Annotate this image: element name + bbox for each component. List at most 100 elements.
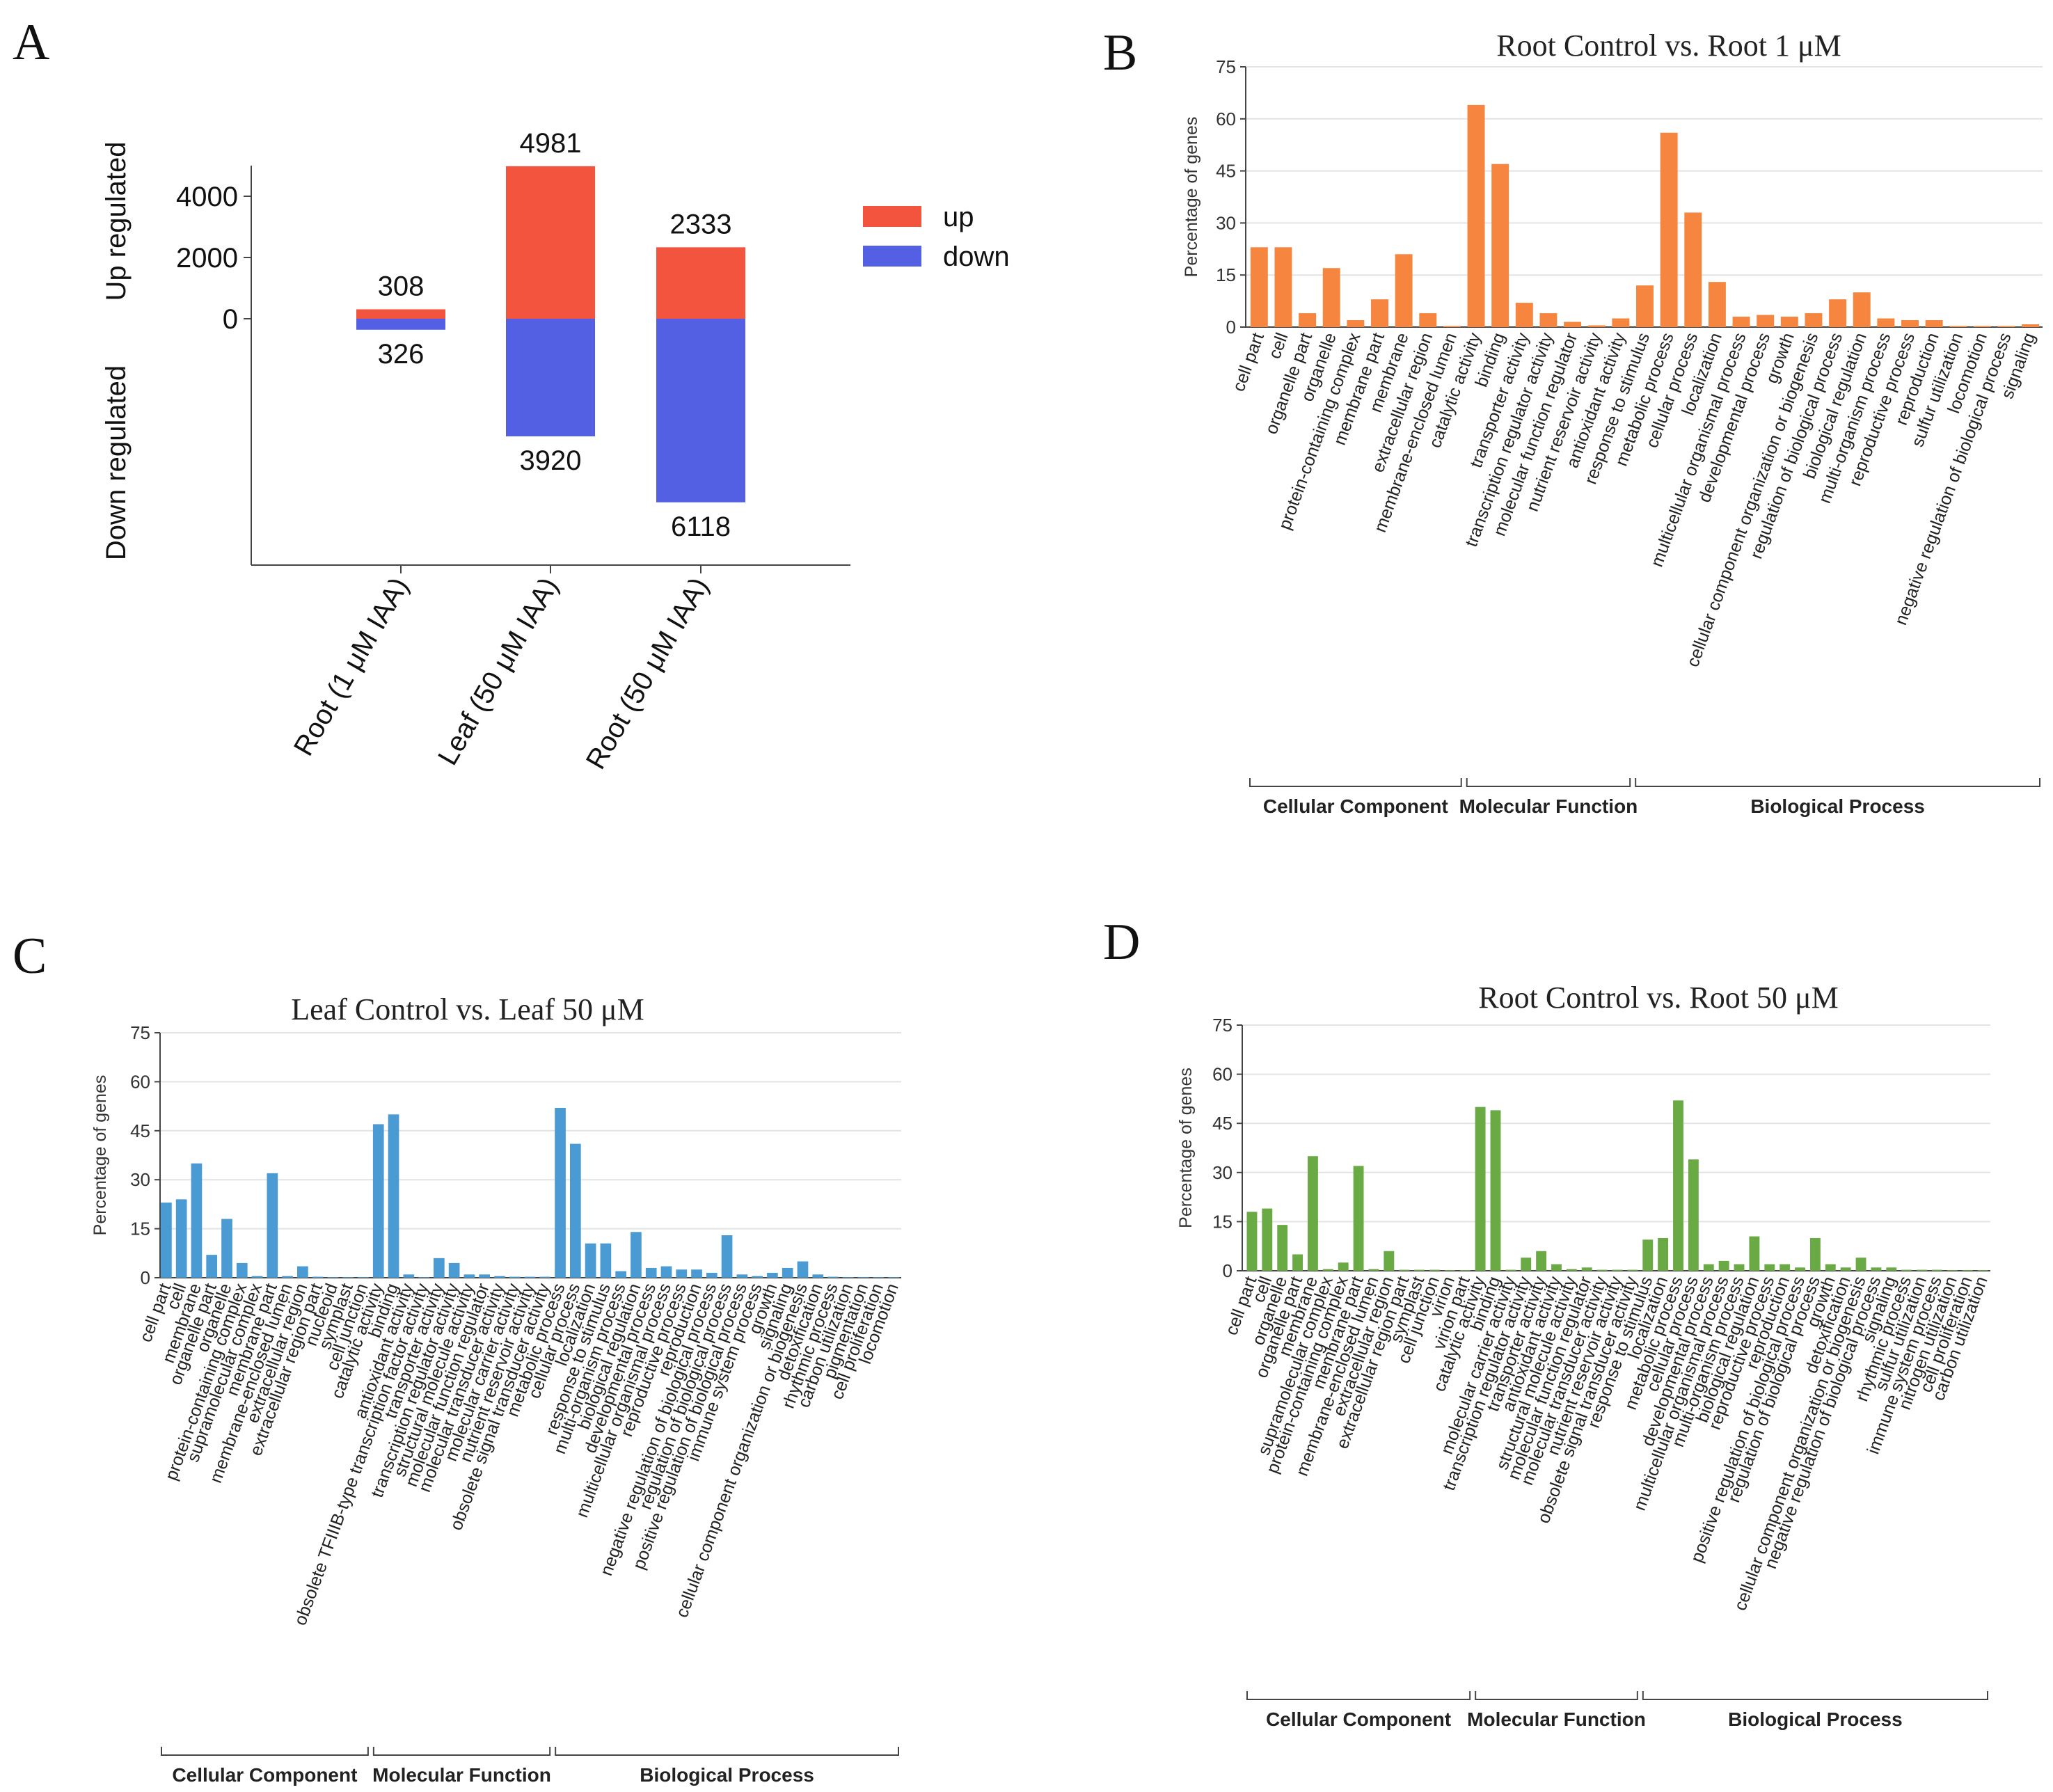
panelD-bar (1521, 1258, 1532, 1271)
a-label-up: 308 (378, 271, 425, 301)
panelB-bar (1829, 299, 1847, 327)
panelB-y-tick-label: 15 (1216, 264, 1236, 285)
a-label-up: 2333 (670, 209, 732, 239)
panelC-y-tick-label: 60 (130, 1071, 150, 1092)
panelC-bar (297, 1266, 308, 1278)
panel-a-chart: 0 2000 4000 Up regulated Down regulated 308 32… (101, 128, 1010, 775)
panelD-bar (1384, 1251, 1395, 1271)
panelB-bar (1515, 303, 1533, 327)
panelC-bar (555, 1107, 566, 1278)
panelC-bar (509, 1276, 521, 1278)
panelC-bar (403, 1274, 415, 1278)
panelC-bar (236, 1262, 248, 1278)
a-bar-down (506, 319, 595, 437)
panelD-bar (1809, 1237, 1821, 1271)
panelD-y-tick-label: 0 (1223, 1260, 1232, 1281)
panelC-y-tick-label: 15 (130, 1219, 150, 1239)
panelB-bar (1997, 326, 2015, 327)
panelC-bar (539, 1276, 551, 1278)
panelB-bar (1901, 320, 1919, 327)
panelD-bar (1947, 1270, 1958, 1271)
panelD-group-bracket (1642, 1691, 1988, 1700)
panelB-group-bracket (1635, 778, 2040, 787)
panelB-group-bracket (1249, 778, 1462, 787)
panelC-bar (569, 1143, 581, 1278)
panelD-group-label: Cellular Component (1266, 1708, 1451, 1730)
panelB-bar (1347, 320, 1365, 327)
panelD-bar (1505, 1269, 1516, 1271)
panelB-bar (1419, 313, 1437, 327)
panelD-bar (1901, 1269, 1912, 1271)
panelD-group-bracket (1246, 1691, 1471, 1700)
panelC-bar (812, 1274, 824, 1278)
panelC-bar (161, 1203, 172, 1278)
panelB-group-label: Cellular Component (1263, 795, 1448, 817)
panelD-bar (1581, 1267, 1592, 1271)
panelC-bar (191, 1163, 203, 1278)
panelC-title: Leaf Control vs. Leaf 50 μM (291, 992, 644, 1026)
panelD-bar (1840, 1267, 1851, 1271)
a-bar-down (656, 319, 745, 502)
a-y-tick-label: 2000 (176, 243, 238, 273)
panelB-y-tick-label: 75 (1216, 56, 1236, 77)
panelD-bar (1322, 1269, 1333, 1271)
panelD-group-label: Biological Process (1728, 1708, 1903, 1730)
panelD-bar (1658, 1237, 1669, 1271)
panelB-bar (1877, 318, 1895, 327)
panelD-bar (1871, 1267, 1882, 1271)
panelC-bar (873, 1277, 885, 1278)
a-category-label: Leaf (50 μM IAA) (432, 573, 564, 771)
panelD-bar (1429, 1269, 1440, 1271)
panelB-bar (1612, 318, 1630, 327)
panelB-bar (1757, 315, 1775, 327)
panelC-bar (372, 1124, 384, 1278)
panelD-bar (1399, 1269, 1410, 1271)
a-label-down: 326 (378, 339, 425, 370)
panelB-y-tick-label: 0 (1226, 317, 1236, 338)
panelB-group-bracket (1466, 778, 1631, 787)
panelC-bar (615, 1271, 626, 1278)
panelD-bar (1779, 1264, 1791, 1271)
panelB-bar (1539, 313, 1557, 327)
panelB-bar (1587, 325, 1606, 327)
panelD-bar (1688, 1159, 1699, 1271)
panelD-y-tick-label: 30 (1212, 1162, 1232, 1183)
panelC-group-label: Molecular Function (372, 1764, 551, 1786)
a-bar-up (356, 309, 445, 319)
panelC-group-bracket (161, 1747, 369, 1756)
panelD-group-label: Molecular Function (1467, 1708, 1646, 1730)
panelB-bar (1660, 132, 1678, 327)
panel-letter-d: D (1103, 914, 1140, 971)
a-label-down: 6118 (671, 512, 731, 542)
panelD-bar (1490, 1110, 1501, 1271)
a-ylabel-up: Up regulated (101, 141, 132, 301)
panelC-bar (721, 1235, 733, 1278)
panelB-bar (1732, 317, 1750, 327)
panelC-bar (206, 1255, 218, 1278)
panelC-bar (691, 1269, 702, 1278)
panelC-bar (842, 1277, 854, 1278)
panelC-group-bracket (372, 1747, 551, 1756)
panelC-bar (418, 1277, 429, 1278)
panelD-bar (1368, 1269, 1379, 1271)
panelC-bar (782, 1267, 793, 1278)
panelC-bar (767, 1272, 778, 1278)
panelB-bar (1684, 212, 1702, 327)
panelD-bar (1459, 1270, 1471, 1271)
a-ylabel-down: Down regulated (101, 365, 132, 560)
panelB-bar (1805, 313, 1823, 327)
panelC-bar (388, 1114, 399, 1278)
panelB-bar (1467, 104, 1485, 327)
panelB-bar (1395, 254, 1413, 327)
panelC-bar (857, 1277, 869, 1278)
panelD-y-tick-label: 45 (1212, 1113, 1232, 1134)
panelD-bar (1536, 1251, 1547, 1271)
panelB-bar (1371, 299, 1388, 327)
panelD-bar (1338, 1262, 1349, 1271)
panelD-bar (1262, 1208, 1273, 1271)
panelD-bar (1414, 1269, 1425, 1271)
panelB-bar (1780, 317, 1798, 327)
a-legend-swatch-down (863, 246, 921, 267)
panelB-bar (1708, 282, 1726, 327)
